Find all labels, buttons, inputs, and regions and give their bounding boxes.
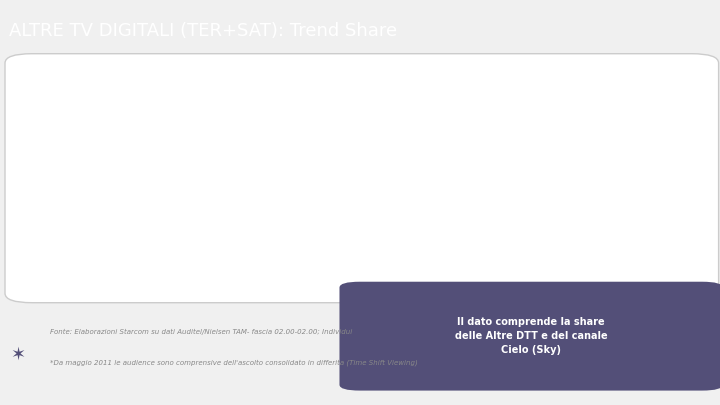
Text: ✶: ✶ bbox=[10, 345, 26, 363]
Text: Il dato comprende la share
delle Altre DTT e del canale
Cielo (Sky): Il dato comprende la share delle Altre D… bbox=[455, 317, 607, 355]
Text: Fonte: Elaborazioni Starcom su dati Auditel/Nielsen TAM- fascia 02.00-02.00; Ind: Fonte: Elaborazioni Starcom su dati Audi… bbox=[50, 329, 353, 335]
Text: ALTRE TV DIGITALI (TER+SAT): Trend Share: ALTRE TV DIGITALI (TER+SAT): Trend Share bbox=[9, 22, 397, 40]
Text: *Da maggio 2011 le audience sono comprensive dell'ascolto consolidato in differi: *Da maggio 2011 le audience sono compren… bbox=[50, 359, 418, 366]
Text: +35%: +35% bbox=[624, 262, 651, 271]
FancyBboxPatch shape bbox=[340, 282, 720, 390]
FancyBboxPatch shape bbox=[5, 54, 719, 303]
